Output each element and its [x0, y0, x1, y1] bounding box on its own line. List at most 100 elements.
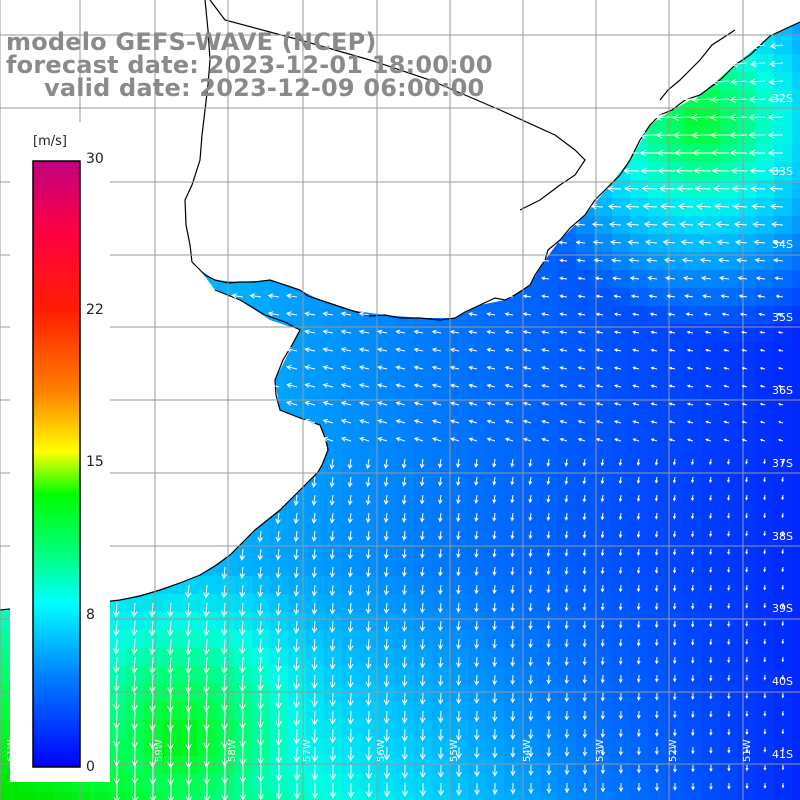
- wind-arrow: [698, 239, 712, 246]
- field-cell: [504, 792, 523, 800]
- wind-arrow: [401, 638, 408, 651]
- field-cell: [270, 306, 289, 325]
- wind-arrow: [419, 782, 427, 797]
- field-cell: [720, 180, 739, 199]
- field-cell: [792, 576, 800, 595]
- field-cell: [792, 378, 800, 397]
- field-cell: [450, 432, 469, 451]
- wind-arrow: [727, 566, 731, 573]
- field-cell: [792, 234, 800, 253]
- field-cell: [756, 306, 775, 325]
- field-cell: [756, 162, 775, 181]
- wind-arrow: [474, 566, 479, 577]
- field-cell: [288, 342, 307, 361]
- wind-arrow: [727, 476, 731, 483]
- wind-arrow: [528, 638, 533, 649]
- wind-arrow: [383, 692, 390, 706]
- field-cell: [576, 306, 595, 325]
- field-cell: [702, 288, 721, 307]
- field-cell: [738, 216, 757, 235]
- field-cell: [774, 252, 793, 271]
- field-cell: [630, 324, 649, 343]
- wind-arrow: [474, 692, 480, 705]
- field-cell: [684, 342, 703, 361]
- wind-arrow: [618, 746, 623, 756]
- wind-arrow: [564, 710, 570, 721]
- field-cell: [540, 270, 559, 289]
- wind-arrow: [686, 402, 694, 406]
- wind-arrow: [293, 656, 300, 672]
- field-cell: [792, 504, 800, 523]
- field-cell: [756, 54, 775, 73]
- field-cell: [558, 792, 577, 800]
- wind-arrow: [558, 240, 568, 245]
- field-cell: [486, 378, 505, 397]
- wind-arrow: [546, 584, 551, 594]
- wind-arrow: [774, 276, 784, 281]
- field-cell: [486, 432, 505, 451]
- field-cell: [360, 432, 379, 451]
- wind-arrow: [113, 728, 120, 748]
- wind-arrow: [739, 312, 748, 317]
- wind-arrow: [347, 692, 354, 707]
- wind-arrow: [769, 185, 784, 192]
- wind-arrow: [600, 620, 605, 630]
- field-cell: [342, 396, 361, 415]
- wind-arrow: [329, 656, 336, 670]
- wind-arrow: [149, 728, 156, 750]
- wind-arrow: [413, 437, 424, 442]
- wind-arrow: [239, 638, 246, 655]
- wind-arrow: [347, 548, 353, 560]
- wind-arrow: [131, 710, 138, 731]
- wind-arrow: [365, 512, 371, 524]
- field-cell: [648, 234, 667, 253]
- wind-arrow: [632, 348, 640, 352]
- wind-arrow: [709, 620, 713, 628]
- wind-arrow: [777, 402, 784, 406]
- wind-arrow: [486, 365, 496, 370]
- field-cell: [486, 792, 505, 800]
- wind-arrow: [745, 512, 749, 519]
- field-cell: [774, 108, 793, 127]
- wind-arrow: [365, 674, 372, 688]
- wind-arrow: [582, 620, 587, 630]
- field-cell: [378, 342, 397, 361]
- wind-arrow: [654, 512, 659, 520]
- lat-label: 39S: [772, 602, 793, 615]
- wind-arrow: [347, 476, 353, 488]
- wind-arrow: [673, 710, 677, 719]
- wind-arrow: [528, 728, 534, 740]
- wind-arrow: [322, 436, 334, 442]
- wind-arrow: [492, 584, 497, 595]
- wind-arrow: [595, 294, 604, 299]
- field-cell: [342, 414, 361, 433]
- field-cell: [792, 18, 800, 37]
- wind-arrow: [636, 530, 641, 538]
- wind-arrow: [690, 114, 712, 121]
- wind-arrow: [564, 764, 570, 776]
- wind-arrow: [777, 420, 784, 424]
- field-cell: [522, 306, 541, 325]
- field-cell: [666, 162, 685, 181]
- wind-arrow: [595, 312, 604, 317]
- field-cell: [630, 432, 649, 451]
- wind-arrow: [709, 114, 730, 121]
- field-cell: [450, 792, 469, 800]
- field-cell: [0, 792, 19, 800]
- wind-arrow: [632, 420, 640, 424]
- wind-arrow: [322, 383, 334, 388]
- wind-arrow: [693, 167, 712, 175]
- field-cell: [630, 252, 649, 271]
- field-cell: [792, 450, 800, 469]
- wind-arrow: [438, 512, 443, 523]
- wind-arrow: [419, 728, 426, 742]
- field-cell: [756, 216, 775, 235]
- wind-arrow: [149, 782, 157, 800]
- wind-arrow: [203, 692, 210, 713]
- wind-arrow: [419, 494, 425, 505]
- field-cell: [630, 162, 649, 181]
- wind-arrow: [130, 638, 138, 656]
- wind-arrow: [486, 437, 496, 442]
- wind-arrow: [705, 438, 712, 442]
- forecast-date: forecast date: 2023-12-01 18:00:00: [6, 51, 493, 79]
